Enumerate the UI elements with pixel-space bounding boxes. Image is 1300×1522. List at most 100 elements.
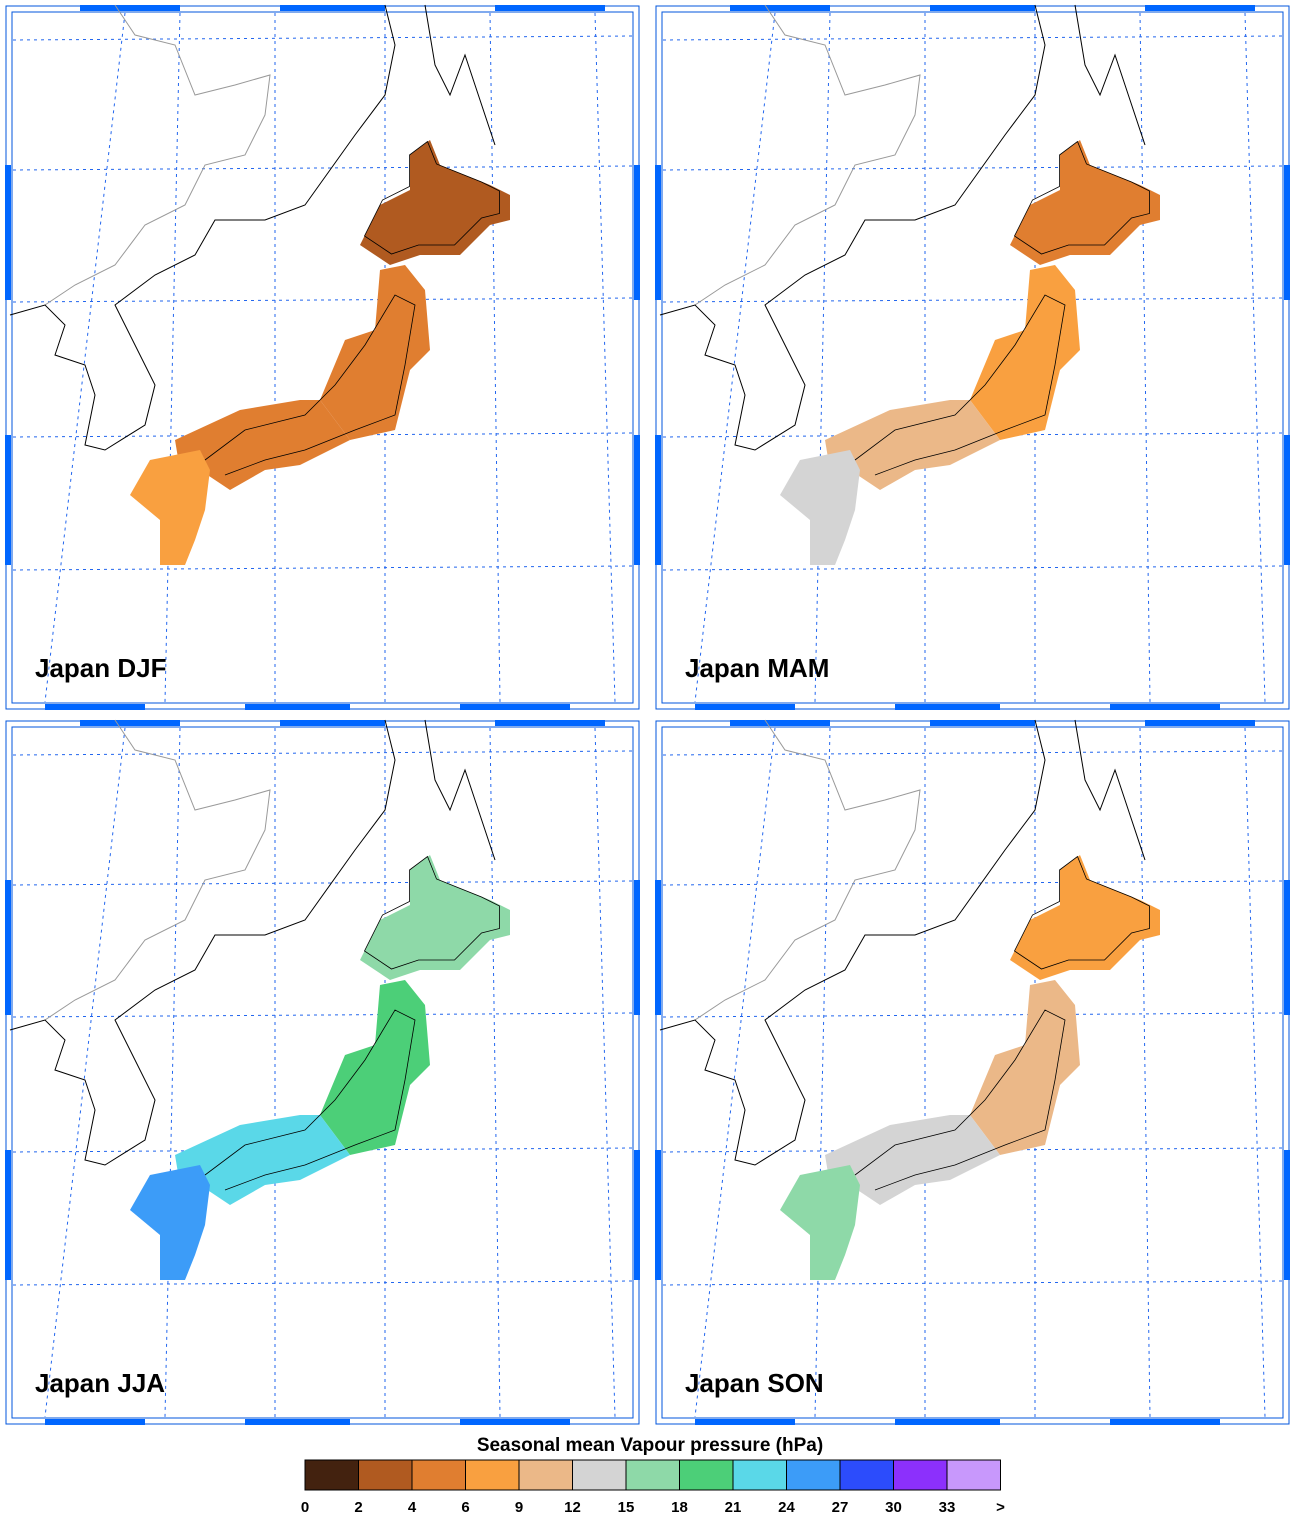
colorbar-swatch: [304, 1459, 359, 1491]
colorbar-label: 4: [408, 1499, 417, 1516]
shaded-region: [1010, 140, 1160, 265]
graticule: [12, 750, 633, 756]
shaded-region: [970, 980, 1080, 1155]
graticule: [1139, 12, 1151, 703]
panel-frame: [655, 5, 1290, 710]
japan-outline: [204, 1009, 416, 1191]
map-panel: Japan SON: [655, 719, 1290, 1425]
panel-frame: [655, 720, 1290, 1425]
graticule: [594, 727, 616, 1418]
graticule: [662, 297, 1283, 303]
shaded-region: [360, 855, 510, 980]
panel-inner: [661, 726, 1284, 1419]
panel-inner: [11, 726, 634, 1419]
shaded-region: [130, 450, 210, 565]
shaded-region: [320, 980, 430, 1155]
japan-outline: [854, 1009, 1066, 1191]
graticule: [12, 1280, 633, 1286]
panel-title: Japan MAM: [685, 653, 829, 683]
panel-inner: [661, 11, 1284, 704]
coastline: [659, 4, 1046, 451]
colorbar-label: 2: [354, 1499, 362, 1516]
colorbar-swatch: [732, 1459, 787, 1491]
shaded-region: [825, 400, 1000, 490]
panel-frame: [5, 720, 640, 1425]
colorbar-swatch: [572, 1459, 627, 1491]
graticule: [662, 565, 1283, 571]
coastline: [659, 719, 1046, 1166]
japan-outline: [1013, 140, 1150, 255]
graticule: [662, 1012, 1283, 1018]
colorbar-label: 24: [778, 1499, 795, 1516]
graticule: [662, 165, 1283, 171]
colorbar-title: Seasonal mean Vapour pressure (hPa): [477, 1435, 823, 1456]
graticule: [1139, 727, 1151, 1418]
graticule: [164, 727, 181, 1418]
shaded-region: [175, 1115, 350, 1205]
colorbar-swatch: [839, 1459, 894, 1491]
japan-outline: [363, 140, 500, 255]
colorbar-swatch: [411, 1459, 466, 1491]
shaded-region: [825, 1115, 1000, 1205]
graticule: [12, 165, 633, 171]
colorbar-swatch: [465, 1459, 520, 1491]
graticule: [12, 1012, 633, 1018]
map-panel: Japan DJF: [5, 4, 640, 710]
shaded-region: [320, 265, 430, 440]
japan-outline: [204, 294, 416, 476]
colorbar-swatch: [679, 1459, 734, 1491]
coastline: [424, 719, 496, 861]
colorbar-label: 18: [671, 1499, 688, 1516]
colorbar-swatch: [358, 1459, 413, 1491]
colorbar-swatch: [946, 1459, 1001, 1491]
panel-inner: [11, 11, 634, 704]
border: [694, 4, 921, 306]
colorbar-swatch: [518, 1459, 573, 1491]
coastline: [424, 4, 496, 146]
graticule: [662, 880, 1283, 886]
graticule: [1244, 12, 1266, 703]
shaded-region: [780, 450, 860, 565]
panel-frame: [5, 5, 640, 710]
colorbar-swatch: [786, 1459, 841, 1491]
graticule: [594, 12, 616, 703]
colorbar-swatch: [893, 1459, 948, 1491]
coastline: [1074, 719, 1146, 861]
japan-outline: [854, 294, 1066, 476]
panel-title: Japan DJF: [35, 653, 167, 683]
colorbar-label: 15: [618, 1499, 635, 1516]
colorbar-label: 27: [832, 1499, 849, 1516]
border: [44, 4, 271, 306]
coastline: [9, 4, 396, 451]
shaded-region: [360, 140, 510, 265]
graticule: [1244, 727, 1266, 1418]
graticule: [662, 1280, 1283, 1286]
panel-title: Japan SON: [685, 1368, 824, 1398]
colorbar-swatch: [625, 1459, 680, 1491]
colorbar-label: 30: [885, 1499, 902, 1516]
graticule: [814, 727, 831, 1418]
shaded-region: [1010, 855, 1160, 980]
shaded-region: [130, 1165, 210, 1280]
graticule: [662, 750, 1283, 756]
graticule: [12, 297, 633, 303]
coastline: [9, 719, 396, 1166]
shaded-region: [175, 400, 350, 490]
border: [44, 719, 271, 1021]
japan-outline: [1013, 855, 1150, 970]
graticule: [814, 12, 831, 703]
graticule: [489, 12, 501, 703]
graticule: [12, 35, 633, 41]
graticule: [662, 35, 1283, 41]
map-panel: Japan MAM: [655, 4, 1290, 710]
colorbar-label: >: [996, 1499, 1005, 1516]
colorbar-label: 12: [564, 1499, 581, 1516]
graticule: [12, 880, 633, 886]
colorbar-label: 6: [461, 1499, 469, 1516]
graticule: [12, 565, 633, 571]
border: [694, 719, 921, 1021]
colorbar-label: 9: [515, 1499, 523, 1516]
graticule: [164, 12, 181, 703]
